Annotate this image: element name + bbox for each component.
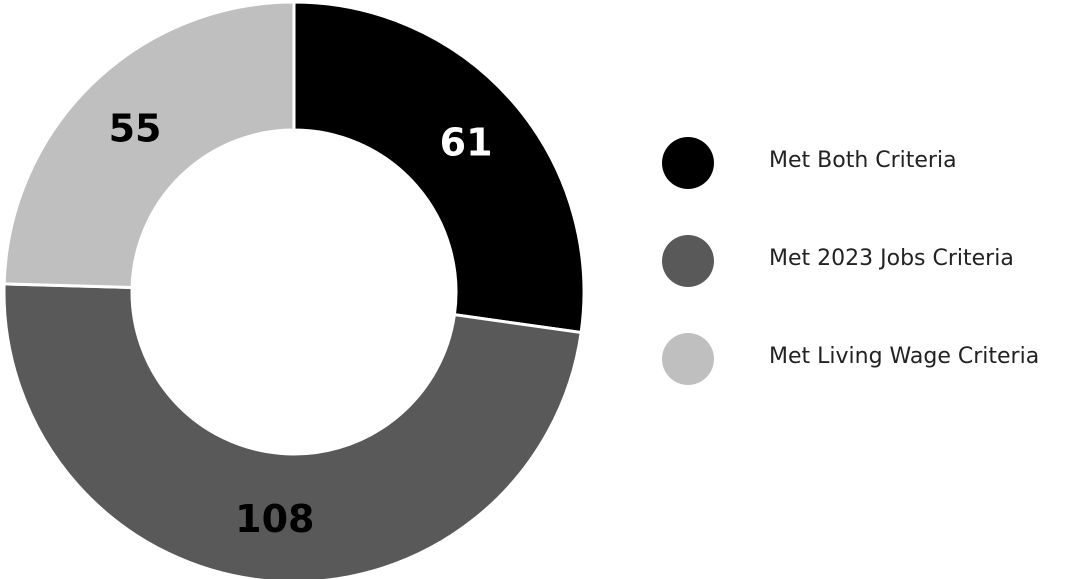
- legend-swatch-met-2023-jobs-criteria: [662, 235, 714, 287]
- donut-data-labels: 61 108 55: [109, 107, 493, 542]
- data-label-met-both-criteria: 61: [440, 120, 493, 164]
- donut-slice-met-living-wage-criteria: [2, 0, 296, 289]
- legend-label-met-both-criteria: Met Both Criteria: [769, 148, 957, 173]
- legend-label-met-2023-jobs-criteria: Met 2023 Jobs Criteria: [769, 246, 1014, 271]
- donut-slice-met-2023-jobs-criteria: [2, 282, 583, 579]
- chart-legend: Met Both Criteria Met 2023 Jobs Criteria…: [662, 137, 1087, 431]
- legend-label-met-living-wage-criteria: Met Living Wage Criteria: [769, 344, 1040, 369]
- donut-slices: [2, 0, 586, 579]
- donut-chart: 61 108 55: [2, 0, 586, 579]
- legend-item-met-both-criteria: Met Both Criteria: [662, 137, 1087, 235]
- legend-swatch-met-living-wage-criteria: [662, 333, 714, 385]
- legend-item-met-living-wage-criteria: Met Living Wage Criteria: [662, 333, 1087, 431]
- legend-swatch-met-both-criteria: [662, 137, 714, 189]
- legend-item-met-2023-jobs-criteria: Met 2023 Jobs Criteria: [662, 235, 1087, 333]
- donut-slice-met-both-criteria: [292, 0, 586, 335]
- data-label-met-living-wage-criteria: 55: [109, 107, 162, 151]
- data-label-met-2023-jobs-criteria: 108: [235, 497, 314, 541]
